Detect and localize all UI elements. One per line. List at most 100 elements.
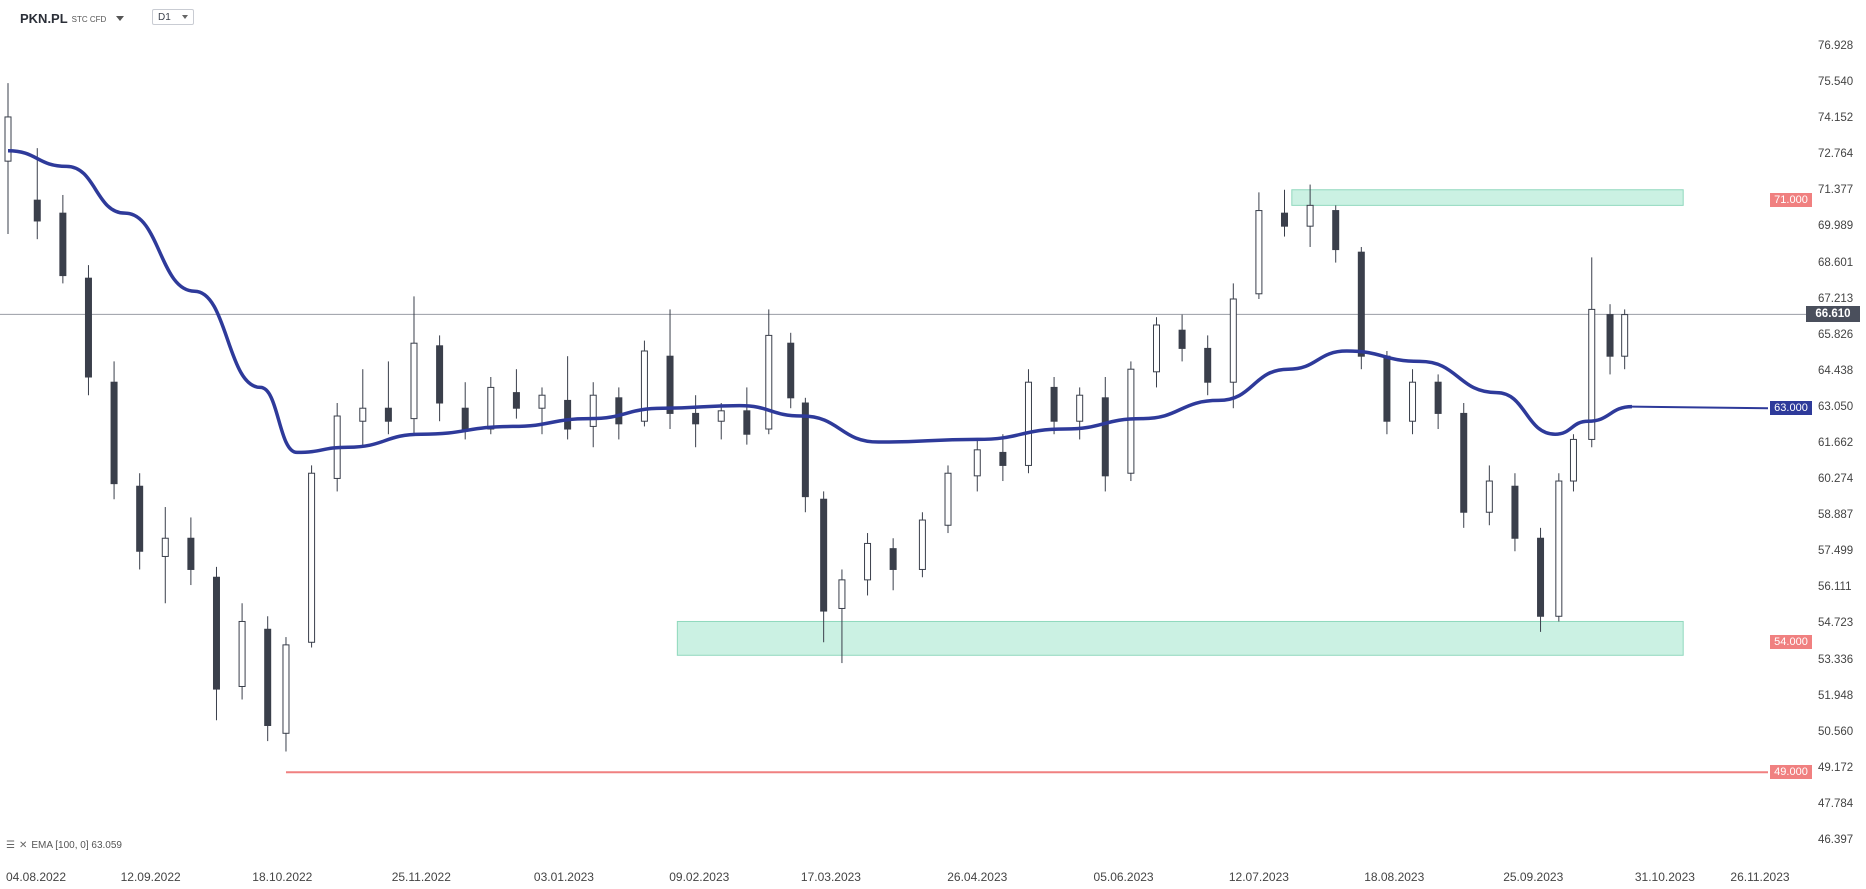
candle-body-9 [238, 620, 246, 687]
date-tick: 26.11.2023 [1730, 870, 1790, 884]
price-tick: 56.111 [1818, 581, 1852, 594]
date-tick: 12.07.2023 [1228, 870, 1289, 884]
price-tick: 72.764 [1818, 148, 1854, 161]
price-tick: 75.540 [1818, 76, 1854, 89]
candle-body-62 [1555, 480, 1563, 617]
candle-body-52 [1306, 204, 1314, 227]
price-tick: 46.397 [1818, 834, 1854, 846]
symbol-toolbar: PKN.PL STC CFD [20, 8, 125, 28]
candle-body-28 [717, 410, 725, 422]
candle-body-49 [1229, 298, 1237, 383]
candle-body-38 [944, 472, 952, 526]
ema-line [7, 149, 1633, 455]
candle-body-66 [1621, 314, 1629, 357]
candle-body-2 [59, 212, 67, 277]
candle-body-47 [1178, 329, 1186, 349]
price-tick: 49.172 [1818, 761, 1854, 774]
date-tick: 26.04.2023 [947, 870, 1008, 884]
price-tick: 58.887 [1818, 509, 1854, 522]
candle-body-20 [512, 392, 520, 409]
candle-body-5 [136, 485, 144, 552]
zone-0 [1291, 189, 1684, 206]
zone-1 [676, 620, 1684, 656]
price-tick: 71.377 [1818, 184, 1854, 197]
candle-body-60 [1511, 485, 1519, 539]
date-tick: 05.06.2023 [1093, 870, 1154, 884]
price-tick: 57.499 [1818, 545, 1854, 558]
ema-extension-line [1631, 405, 1769, 410]
candle-body-61 [1537, 537, 1545, 617]
candle-body-57 [1434, 381, 1442, 414]
date-tick: 25.09.2023 [1503, 870, 1564, 884]
candle-body-25 [640, 350, 648, 422]
candle-body-37 [918, 519, 926, 570]
candle-body-48 [1204, 347, 1212, 383]
date-tick: 31.10.2023 [1634, 870, 1695, 884]
date-tick: 17.03.2023 [800, 870, 861, 884]
candle-body-18 [461, 407, 469, 430]
candle-body-0 [4, 116, 12, 162]
indicator-legend: ☰ ✕ EMA [100, 0] 63.059 [6, 840, 122, 851]
price-tick: 74.152 [1818, 112, 1854, 125]
price-tick: 60.274 [1818, 473, 1854, 486]
candle-body-6 [161, 537, 169, 557]
candle-body-16 [410, 342, 418, 420]
candle-body-23 [589, 394, 597, 427]
candle-body-42 [1050, 386, 1058, 422]
candle-body-30 [765, 334, 773, 430]
candle-body-11 [282, 644, 290, 734]
date-tick: 25.11.2022 [391, 870, 451, 884]
date-tick: 03.01.2023 [533, 870, 594, 884]
candle-body-44 [1101, 397, 1109, 477]
candle-body-46 [1152, 324, 1160, 373]
candle-body-14 [359, 407, 367, 422]
candle-body-17 [436, 345, 444, 404]
candle-body-41 [1024, 381, 1032, 466]
candle-body-55 [1383, 355, 1391, 422]
candle-body-4 [110, 381, 118, 485]
candle-body-33 [820, 498, 828, 612]
candle-body-59 [1485, 480, 1493, 513]
date-tick: 04.08.2022 [5, 870, 67, 884]
candle-body-12 [308, 472, 316, 643]
candle-body-31 [787, 342, 795, 399]
symbol-subtitle: STC CFD [71, 15, 107, 24]
price-tick: 53.336 [1818, 653, 1854, 666]
price-tick: 51.948 [1818, 689, 1854, 702]
close-icon[interactable]: ✕ [18, 840, 28, 851]
date-tick: 12.09.2022 [120, 870, 181, 884]
candle-body-3 [84, 277, 92, 378]
candle-body-21 [538, 394, 546, 409]
candle-body-7 [187, 537, 195, 570]
candle-body-27 [692, 412, 700, 425]
candle-body-15 [384, 407, 392, 422]
level-badge: 54.000 [1770, 635, 1812, 650]
timeframe-select[interactable]: D1 [152, 9, 194, 25]
candle-body-10 [264, 628, 272, 726]
price-tick: 69.989 [1818, 220, 1854, 233]
price-tick: 64.438 [1818, 364, 1854, 377]
chevron-down-icon [182, 15, 188, 19]
candle-body-43 [1076, 394, 1084, 422]
timeframe-value: D1 [158, 11, 171, 23]
date-tick: 09.02.2023 [669, 870, 730, 884]
price-tick: 54.723 [1818, 617, 1854, 630]
date-tick: 18.10.2022 [252, 870, 313, 884]
price-tick: 47.784 [1818, 797, 1854, 810]
candle-body-56 [1409, 381, 1417, 422]
level-badge: 49.000 [1770, 765, 1812, 780]
current-price-badge: 66.610 [1806, 306, 1860, 323]
candle-body-24 [615, 397, 623, 425]
settings-icon[interactable]: ☰ [6, 840, 15, 851]
price-tick: 63.050 [1818, 400, 1854, 413]
level-badge: 63.000 [1770, 401, 1812, 416]
candle-body-8 [212, 576, 220, 690]
symbol-dropdown-icon[interactable] [116, 15, 125, 21]
candle-body-36 [889, 548, 897, 570]
candle-body-58 [1460, 412, 1468, 513]
candle-body-64 [1588, 308, 1596, 440]
candle-body-29 [743, 410, 751, 435]
price-tick: 67.213 [1818, 292, 1854, 305]
price-tick: 65.826 [1818, 328, 1854, 341]
